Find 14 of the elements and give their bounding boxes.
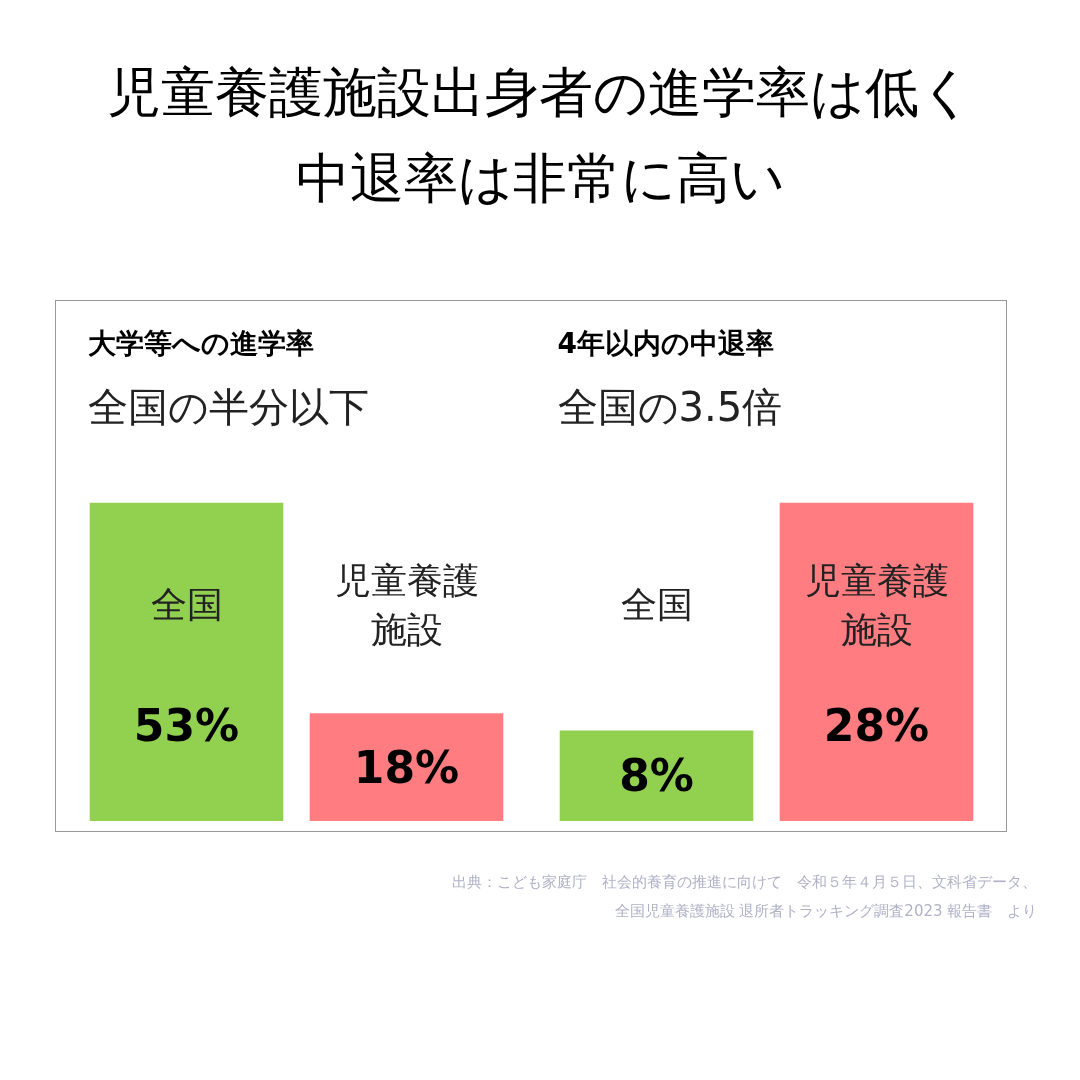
data-label: 18% — [353, 741, 460, 793]
chart-title: 4年以内の中退率 — [557, 326, 774, 360]
data-label: 28% — [823, 700, 930, 752]
x-tick-label: 児童養護施設 — [334, 559, 479, 650]
source-note: 出典：こども家庭庁 社会的養育の推進に向けて 令和５年４月５日、文科省データ、全国児童養護施設 退所者トラッキング調査2023 報告書 より — [452, 873, 1038, 920]
text: 児童養護施設出身者の進学率は低く中退率は非常に高い — [107, 61, 974, 210]
x-tick-label: 全国 — [150, 584, 223, 626]
x-tick-label: 児童養護施設 — [804, 559, 949, 650]
chart-subtitle: 全国の3.5倍 — [557, 384, 783, 431]
chart-subtitle: 全国の半分以下 — [87, 384, 369, 431]
x-tick-label: 全国 — [620, 584, 693, 626]
data-label: 8% — [619, 750, 694, 802]
data-label: 53% — [133, 700, 240, 752]
chart-title: 大学等への進学率 — [87, 326, 314, 360]
